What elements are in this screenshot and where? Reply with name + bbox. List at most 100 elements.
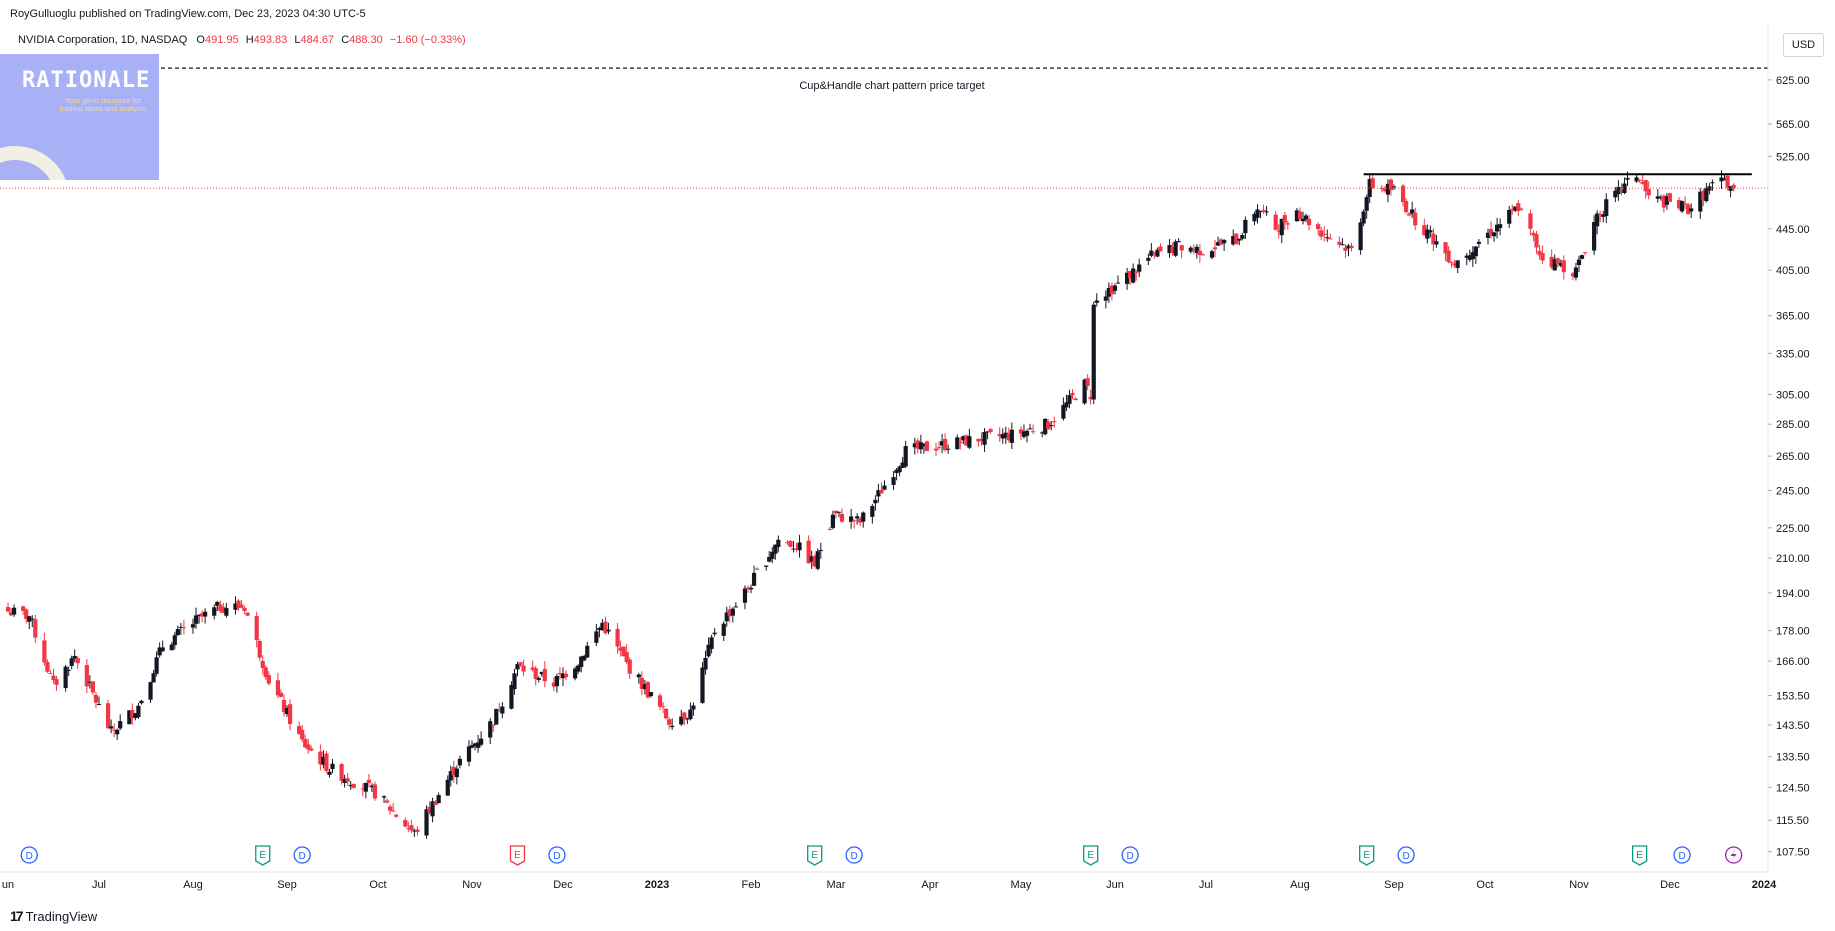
candle-body bbox=[1152, 252, 1157, 254]
price-tick-label: 124.50 bbox=[1776, 782, 1810, 794]
candle-body bbox=[985, 431, 990, 433]
candle-body bbox=[381, 796, 387, 798]
candle-body bbox=[27, 616, 32, 622]
candle-body bbox=[921, 443, 926, 447]
candle-body bbox=[93, 694, 99, 703]
price-axis-bg bbox=[1768, 0, 1834, 931]
candle-body bbox=[281, 700, 287, 713]
time-tick-label: Oct bbox=[1476, 879, 1493, 891]
candle-body bbox=[606, 629, 611, 632]
candle-body bbox=[891, 477, 896, 485]
candle-body bbox=[1115, 282, 1121, 284]
candle-body bbox=[260, 661, 265, 668]
candle-body bbox=[539, 671, 544, 675]
candle-body bbox=[1370, 178, 1375, 189]
candle-body bbox=[245, 612, 250, 616]
candle-body bbox=[1710, 182, 1715, 184]
candle-body bbox=[1549, 256, 1554, 268]
candle-body bbox=[1494, 224, 1500, 232]
candle-body bbox=[1413, 212, 1418, 226]
candle-body bbox=[997, 434, 1002, 437]
candle-body bbox=[1595, 213, 1600, 227]
candle-body bbox=[348, 785, 353, 787]
candle-body bbox=[512, 673, 517, 690]
candle-body bbox=[63, 666, 68, 689]
candle-body bbox=[1128, 270, 1133, 279]
candle-body bbox=[1528, 213, 1533, 229]
candle-body bbox=[1516, 203, 1521, 212]
candle-body bbox=[1279, 218, 1284, 236]
candle-body bbox=[639, 677, 644, 689]
candle-body bbox=[1555, 258, 1560, 264]
candle-body bbox=[709, 637, 714, 649]
price-tick-label: 405.00 bbox=[1776, 265, 1810, 277]
candle-body bbox=[1579, 255, 1585, 259]
candle-body bbox=[1689, 208, 1694, 212]
candle-body bbox=[1725, 175, 1730, 188]
candle-body bbox=[360, 788, 365, 790]
dividend-icon bbox=[845, 846, 863, 864]
candle-body bbox=[33, 619, 38, 638]
candle-body bbox=[721, 623, 726, 636]
candle-body bbox=[518, 662, 523, 666]
candle-body bbox=[657, 695, 663, 707]
price-tick-label: 285.00 bbox=[1776, 419, 1810, 431]
candle-body bbox=[1212, 247, 1218, 250]
candle-body bbox=[327, 771, 332, 775]
candle-body bbox=[178, 626, 183, 628]
dividend-icon-letter: D bbox=[1402, 851, 1409, 862]
tradingview-footer-logo[interactable]: 17 TradingView bbox=[10, 908, 97, 924]
candle-body bbox=[127, 710, 132, 725]
candle-body bbox=[582, 655, 587, 661]
candle-body bbox=[830, 514, 836, 528]
candle-body bbox=[115, 729, 120, 735]
candle-body bbox=[1300, 218, 1306, 222]
candle-body bbox=[1052, 421, 1057, 423]
time-tick-label: Apr bbox=[921, 879, 938, 891]
candle-body bbox=[764, 565, 769, 567]
candle-body bbox=[933, 448, 939, 451]
candle-body bbox=[1531, 232, 1536, 236]
candle-body bbox=[964, 435, 969, 446]
candle-body bbox=[51, 675, 56, 681]
price-tick-label: 245.00 bbox=[1776, 485, 1810, 497]
candle-body bbox=[1316, 224, 1321, 230]
candle-body bbox=[849, 516, 854, 522]
low-label: L bbox=[294, 34, 301, 46]
candle-body bbox=[682, 712, 687, 719]
candle-body bbox=[1085, 378, 1090, 386]
price-tick-label: 107.50 bbox=[1776, 847, 1810, 859]
ohlc-legend[interactable]: NVIDIA Corporation, 1D, NASDAQ O491.95 H… bbox=[18, 34, 466, 46]
candle-body bbox=[939, 441, 945, 446]
candle-body bbox=[712, 632, 717, 635]
candle-body bbox=[1194, 246, 1199, 253]
candle-body bbox=[1222, 239, 1227, 244]
open-label: O bbox=[196, 34, 205, 46]
candle-body bbox=[1728, 186, 1733, 191]
candle-body bbox=[1491, 232, 1497, 237]
candle-body bbox=[366, 779, 371, 783]
candle-body bbox=[912, 443, 917, 448]
candle-body bbox=[105, 703, 111, 729]
dividend-icon bbox=[1121, 846, 1139, 864]
candle-body bbox=[1661, 195, 1666, 208]
candle-body bbox=[554, 676, 560, 687]
candle-body bbox=[133, 713, 138, 719]
candle-body bbox=[1379, 187, 1384, 189]
candle-body bbox=[818, 549, 823, 552]
dividend-icon bbox=[20, 846, 38, 864]
candle-body bbox=[1428, 230, 1433, 233]
candle-body bbox=[976, 438, 981, 442]
target-annotation: Cup&Handle chart pattern price target bbox=[799, 80, 984, 92]
currency-button[interactable]: USD bbox=[1783, 33, 1824, 57]
candle-body bbox=[136, 705, 141, 718]
open-value: 491.95 bbox=[204, 34, 239, 46]
candle-body bbox=[946, 448, 951, 450]
candle-body bbox=[691, 705, 696, 710]
candle-body bbox=[560, 673, 566, 679]
candle-body bbox=[897, 466, 902, 473]
candle-body bbox=[785, 542, 790, 544]
candle-body bbox=[1410, 209, 1415, 214]
candle-body bbox=[727, 609, 732, 617]
